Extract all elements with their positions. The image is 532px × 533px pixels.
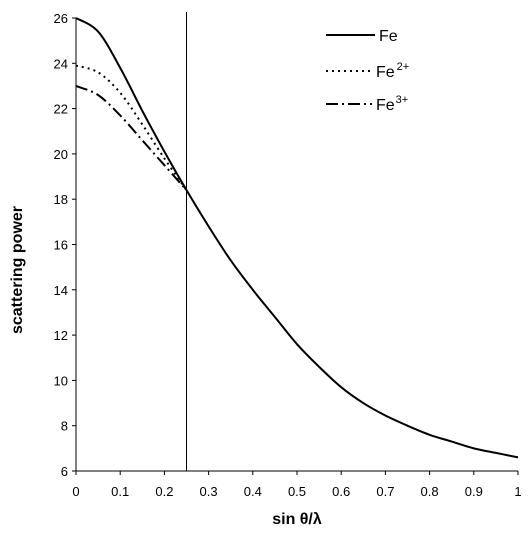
x-tick-label: 0.3 <box>200 484 218 499</box>
y-tick-label: 6 <box>61 464 68 479</box>
x-axis-title: sin θ/λ <box>272 511 322 528</box>
y-tick-label: 18 <box>54 192 68 207</box>
legend: Fe Fe 2+ Fe3+ <box>326 28 409 114</box>
axes <box>72 17 519 475</box>
series-line-0 <box>75 17 519 459</box>
y-tick-label: 26 <box>54 11 68 26</box>
y-tick-label: 16 <box>54 238 68 253</box>
series-lines <box>75 17 519 459</box>
y-tick-label: 22 <box>54 102 68 117</box>
y-tick-label: 24 <box>54 56 68 71</box>
x-tick-label: 0.9 <box>465 484 483 499</box>
x-tick-label: 0 <box>72 484 79 499</box>
legend-label-fe3: Fe3+ <box>376 94 408 114</box>
x-tick-label: 0.2 <box>155 484 173 499</box>
y-axis-title: scattering power <box>9 206 26 334</box>
y-tick-label: 8 <box>61 419 68 434</box>
x-tick-label: 0.8 <box>421 484 439 499</box>
y-tick-label: 10 <box>54 373 68 388</box>
y-tick-label: 20 <box>54 147 68 162</box>
series-line-1 <box>75 64 188 191</box>
x-tick-label: 0.5 <box>288 484 306 499</box>
y-tick-label: 14 <box>54 283 68 298</box>
legend-label-fe2: Fe 2+ <box>376 61 409 81</box>
x-tick-label: 1 <box>514 484 521 499</box>
x-tick-label: 0.6 <box>332 484 350 499</box>
x-tick-label: 0.1 <box>111 484 129 499</box>
y-tick-label: 12 <box>54 328 68 343</box>
x-tick-label: 0.4 <box>244 484 262 499</box>
legend-label-fe: Fe <box>379 28 398 45</box>
series-line-2 <box>75 85 188 191</box>
tick-labels: 6 8 10 12 14 16 18 20 22 24 26 0 0.1 0.2 0.3 0.4 0.5 0.6 0… <box>54 11 522 499</box>
x-tick-label: 0.7 <box>376 484 394 499</box>
